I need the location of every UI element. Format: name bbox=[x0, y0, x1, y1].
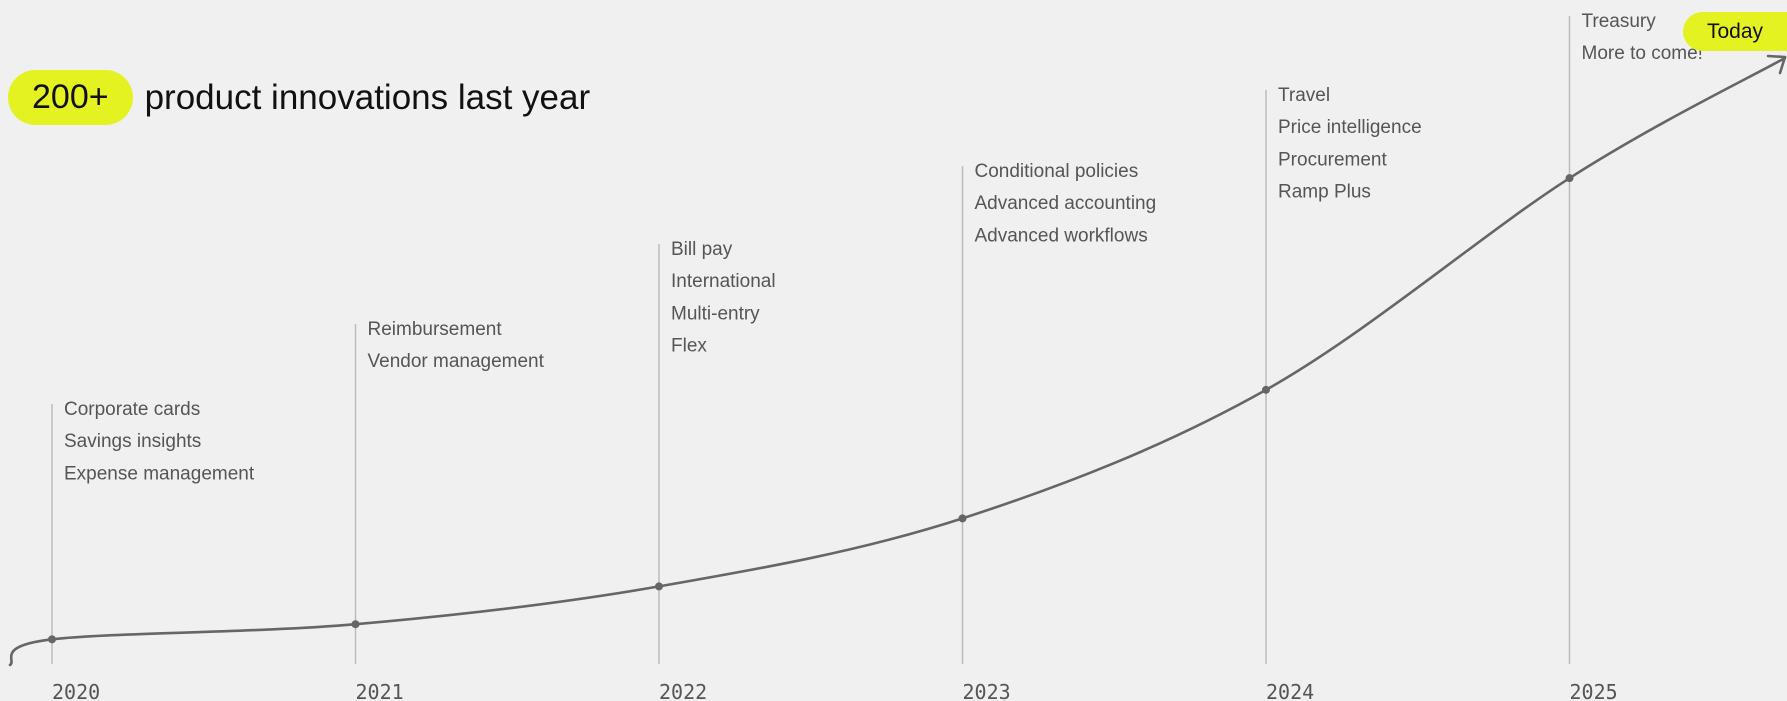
feature-label: Bill pay bbox=[671, 239, 733, 260]
year-label-2021: 2021 bbox=[356, 680, 404, 701]
year-label-2023: 2023 bbox=[963, 680, 1011, 701]
feature-label: Reimbursement bbox=[368, 319, 503, 340]
feature-label: International bbox=[671, 271, 776, 292]
headline-text: product innovations last year bbox=[144, 77, 591, 117]
feature-label: Vendor management bbox=[368, 351, 545, 372]
feature-label: Flex bbox=[671, 336, 707, 357]
feature-label: Corporate cards bbox=[64, 399, 200, 420]
data-point-2020 bbox=[48, 635, 56, 644]
year-label-2025: 2025 bbox=[1570, 680, 1618, 701]
data-point-2025 bbox=[1565, 174, 1574, 183]
innovations-count-badge: 200+ bbox=[8, 70, 133, 125]
feature-label: Advanced accounting bbox=[975, 193, 1157, 214]
feature-label: Advanced workflows bbox=[975, 225, 1148, 246]
feature-label: More to come! bbox=[1582, 43, 1703, 64]
year-label-2020: 2020 bbox=[52, 680, 100, 701]
feature-label: Price intelligence bbox=[1278, 117, 1422, 138]
data-point-2024 bbox=[1262, 385, 1270, 394]
data-point-2021 bbox=[351, 620, 360, 629]
today-badge: Today bbox=[1683, 12, 1787, 51]
data-point-2023 bbox=[958, 514, 967, 523]
series-line bbox=[8, 56, 1787, 667]
year-label-2022: 2022 bbox=[659, 680, 707, 701]
feature-label: Travel bbox=[1278, 85, 1330, 106]
feature-label: Savings insights bbox=[64, 431, 201, 452]
data-point-2022 bbox=[655, 582, 663, 591]
feature-label: Procurement bbox=[1278, 149, 1387, 170]
feature-label: Conditional policies bbox=[975, 161, 1139, 182]
feature-label: Multi-entry bbox=[671, 303, 760, 324]
feature-label: Treasury bbox=[1582, 11, 1657, 32]
feature-label: Ramp Plus bbox=[1278, 182, 1371, 203]
arrow-head-icon bbox=[1766, 54, 1787, 75]
feature-label: Expense management bbox=[64, 463, 255, 484]
year-label-2024: 2024 bbox=[1266, 680, 1314, 701]
headline: 200+ product innovations last year bbox=[8, 70, 590, 125]
